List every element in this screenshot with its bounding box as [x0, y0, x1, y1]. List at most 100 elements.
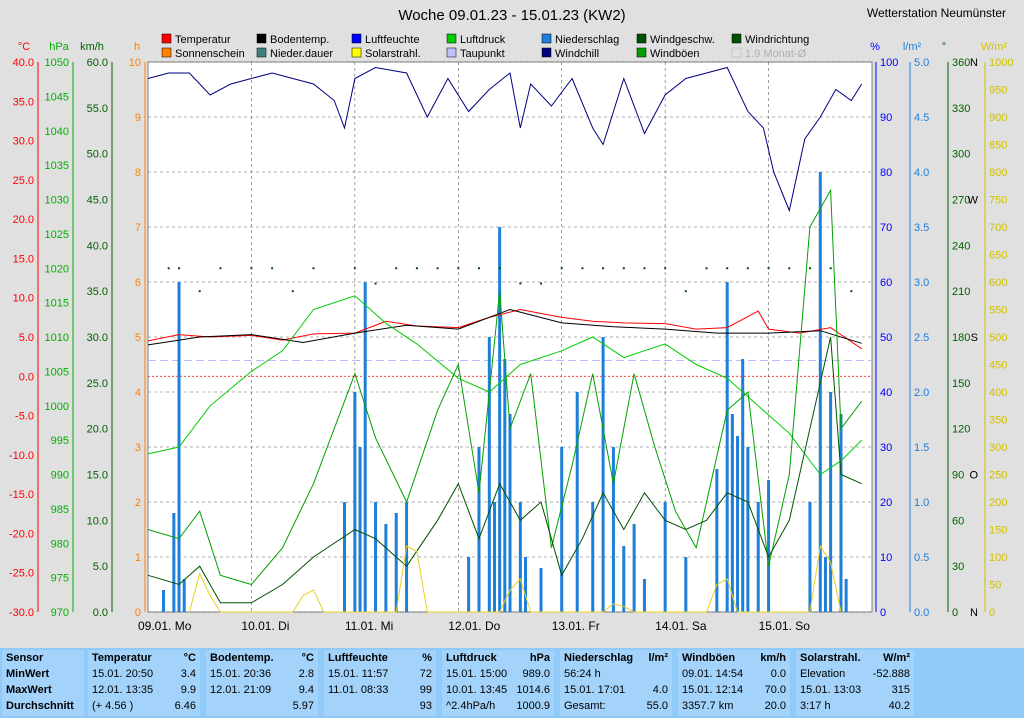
humidity-axis-tick: 10 [880, 552, 892, 564]
precip-bar [358, 447, 362, 612]
precip-bar [182, 579, 186, 612]
precip-bar [632, 524, 636, 612]
direction-axis-tick: 30 [952, 561, 964, 573]
series-line-luftdruck [147, 295, 863, 476]
stats-min-row: Elevation -52.888 [800, 668, 910, 684]
wind-axis-tick: 15.0 [87, 470, 108, 482]
precip-bar [539, 568, 543, 612]
humidity-axis-tick: 90 [880, 112, 892, 124]
pressure-axis-tick: 1050 [45, 57, 69, 69]
precip-unit: l/m² [903, 41, 922, 53]
pressure-axis-tick: 995 [51, 435, 69, 447]
legend-label: Taupunkt [460, 48, 505, 60]
solar-axis-tick: 650 [989, 250, 1007, 262]
pressure-axis-tick: 975 [51, 573, 69, 585]
series-line-windgeschw [147, 336, 862, 604]
precip-bar [736, 436, 740, 612]
compass-label: O [969, 470, 978, 482]
pressure-axis-tick: 990 [51, 470, 69, 482]
series-line-luftfeuchte [147, 66, 863, 213]
stats-sensor-unit: l/m² [648, 652, 668, 664]
solar-axis-tick: 950 [989, 85, 1007, 97]
hours-unit: h [134, 41, 140, 53]
humidity-axis-tick: 50 [880, 332, 892, 344]
stats-max-row: 10.01. 13:45 1014.6 [446, 684, 550, 700]
legend-label: Temperatur [175, 34, 231, 46]
compass-label: S [971, 332, 978, 344]
humidity-axis-tick: 80 [880, 167, 892, 179]
winddir-point [643, 267, 646, 270]
wind-axis-tick: 55.0 [87, 103, 108, 115]
winddir-point [519, 282, 522, 285]
temp-axis-tick: 30.0 [13, 136, 34, 148]
hours-axis-tick: 3 [135, 442, 141, 454]
direction-axis-tick: 150 [952, 378, 970, 390]
stats-min-row: 56:24 h [564, 668, 668, 684]
stats-min-row: 15.01. 20:36 2.8 [210, 668, 314, 684]
winddir-point [436, 267, 439, 270]
stats-max-value: 1014.6 [516, 684, 550, 696]
legend-label: Luftfeuchte [365, 34, 419, 46]
stats-label-col: Sensor MinWert MaxWert Durchschnitt [2, 650, 84, 716]
stats-header: Bodentemp. °C [210, 652, 314, 668]
precip-bar [343, 502, 347, 612]
legend-swatch [256, 47, 267, 58]
legend-swatch [731, 47, 742, 58]
winddir-point [395, 267, 398, 270]
solar-axis-tick: 450 [989, 360, 1007, 372]
stats-label: MaxWert [6, 684, 52, 696]
stats-min-row: 15.01. 11:57 72 [328, 668, 432, 684]
stats-max-value: 9.9 [180, 684, 196, 696]
temp-axis-tick: 35.0 [13, 96, 34, 108]
precip-bar [467, 557, 471, 612]
solar-axis-tick: 100 [989, 552, 1007, 564]
precip-bar [730, 414, 734, 612]
humidity-axis-tick: 100 [880, 57, 898, 69]
legend-label: Windrichtung [745, 34, 809, 46]
wind-axis-tick: 10.0 [87, 515, 108, 527]
day-tick-label: 12.01. Do [448, 619, 500, 633]
stats-col-0: Temperatur °C 15.01. 20:50 3.4 12.01. 13:35 9… [88, 650, 200, 716]
stats-label: Durchschnitt [6, 700, 74, 712]
legend-swatch [541, 47, 552, 58]
temp-axis-tick: 25.0 [13, 175, 34, 187]
precip-bar [818, 172, 822, 612]
precip-axis-tick: 1.5 [914, 442, 929, 454]
stats-col-1: Bodentemp. °C 15.01. 20:36 2.8 12.01. 21:09 9… [206, 650, 318, 716]
humidity-axis-tick: 60 [880, 277, 892, 289]
stats-min-when: 56:24 h [564, 668, 601, 680]
solar-axis-tick: 600 [989, 277, 1007, 289]
precip-bar [575, 392, 579, 612]
winddir-point [178, 267, 181, 270]
legend-label: Solarstrahl. [365, 48, 421, 60]
legend-label: Windgeschw. [650, 34, 715, 46]
winddir-point [219, 267, 222, 270]
pressure-axis-tick: 985 [51, 504, 69, 516]
precip-bar [384, 524, 388, 612]
stats-avg-note: Gesamt: [564, 700, 606, 712]
stats-min-value: 0.0 [770, 668, 786, 680]
winddir-point [312, 267, 315, 270]
stats-col-4: Niederschlag l/m² 56:24 h 15.01. 17:01 4.0 Ge… [560, 650, 672, 716]
pressure-unit: hPa [49, 41, 69, 53]
stats-max-value: 99 [419, 684, 432, 696]
series-line-bodentemp [147, 308, 862, 346]
stats-avg-row: ^2.4hPa/h 1000.9 [446, 700, 550, 716]
stats-max-when: 12.01. 13:35 [92, 684, 154, 696]
day-tick-label: 13.01. Fr [552, 619, 600, 633]
humidity-unit: % [870, 41, 880, 53]
hours-axis-tick: 0 [135, 607, 141, 619]
stats-avg-value: 5.97 [292, 700, 314, 712]
stats-max-when: 12.01. 21:09 [210, 684, 272, 696]
precip-bar [808, 502, 812, 612]
wind-axis-tick: 30.0 [87, 332, 108, 344]
precip-bar [162, 590, 166, 612]
legend-swatch [256, 33, 267, 44]
temp-axis-tick: 10.0 [13, 293, 34, 305]
stats-max-row: 12.01. 21:09 9.4 [210, 684, 314, 700]
direction-axis-tick: 0 [952, 607, 958, 619]
solar-axis-tick: 200 [989, 497, 1007, 509]
temp-axis-tick: -10.0 [9, 450, 34, 462]
precip-bar [829, 392, 833, 612]
precip-axis-tick: 4.5 [914, 112, 929, 124]
